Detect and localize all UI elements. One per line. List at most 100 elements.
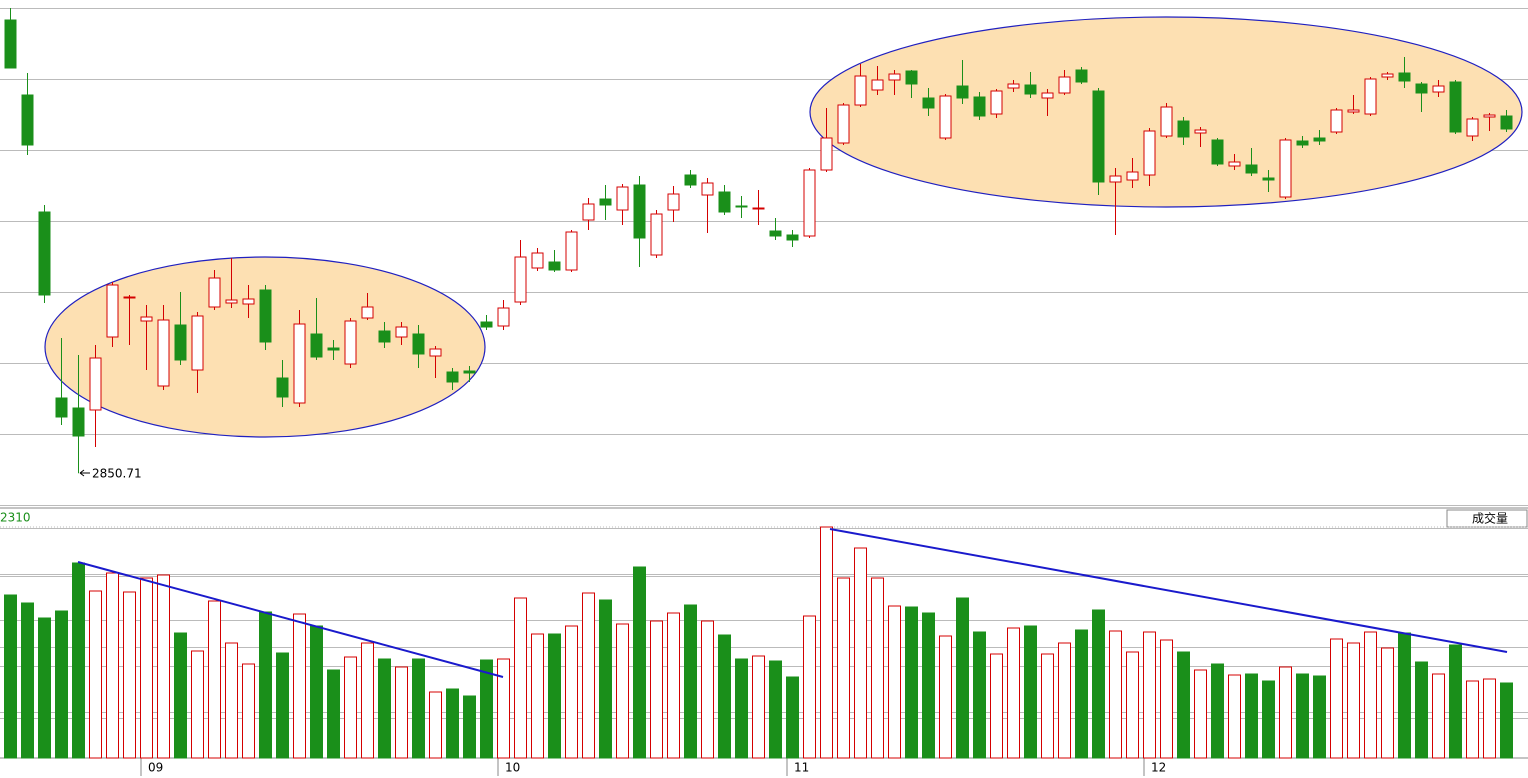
volume-bar [888, 605, 901, 759]
volume-bar [1432, 673, 1445, 759]
volume-bar [837, 577, 850, 759]
volume-bar [1024, 625, 1037, 759]
volume-bar [378, 658, 391, 759]
candle-body [565, 231, 578, 271]
candle-body [1415, 83, 1428, 94]
candle-body [1500, 115, 1513, 130]
volume-bar [514, 597, 527, 759]
candle-body [684, 174, 697, 186]
volume-label: 成交量 [1472, 511, 1508, 526]
candle-body [939, 95, 952, 139]
volume-bar [1500, 682, 1513, 759]
volume-bar [531, 633, 544, 759]
volume-bar [1211, 663, 1224, 759]
candle-body [548, 261, 561, 271]
volume-bar [973, 631, 986, 759]
x-tick-label: 11 [794, 761, 809, 775]
volume-bar [786, 676, 799, 759]
volume-bar [599, 599, 612, 759]
candle-body [616, 186, 629, 211]
volume-bar [565, 625, 578, 759]
volume-bar [701, 620, 714, 759]
candle-body [514, 256, 527, 303]
volume-bar [208, 600, 221, 759]
volume-bar [1398, 632, 1411, 759]
volume-bar [871, 577, 884, 759]
candle-body [225, 299, 238, 304]
candle-body [582, 203, 595, 221]
volume-bar [1228, 674, 1241, 759]
candle-body [1075, 69, 1088, 83]
volume-bar [1126, 651, 1139, 759]
volume-bar [21, 602, 34, 759]
candle-body [1330, 109, 1343, 133]
volume-bar [225, 642, 238, 759]
volume-bar [905, 606, 918, 759]
volume-bar [922, 612, 935, 759]
candle-body [1466, 118, 1479, 137]
volume-bar [1296, 673, 1309, 759]
candle-body [701, 182, 714, 196]
volume-bar [344, 656, 357, 759]
volume-bar [667, 612, 680, 759]
volume-bar [1279, 666, 1292, 759]
candle-body [718, 191, 731, 213]
volume-bar [548, 633, 561, 759]
volume-bar [939, 635, 952, 759]
candle-body [956, 85, 969, 99]
candle-body [276, 377, 289, 398]
candle-body [1194, 129, 1207, 134]
candle-body [395, 326, 408, 338]
candle-body [769, 230, 782, 237]
candle-body [1432, 85, 1445, 93]
volume-bar [650, 620, 663, 759]
candle-body [1177, 120, 1190, 138]
candle-body [1347, 109, 1360, 113]
volume-bar [361, 642, 374, 759]
candle-body [1449, 81, 1462, 133]
candle-body [820, 137, 833, 171]
volume-bar [956, 597, 969, 759]
candle-body [531, 252, 544, 269]
candle-body [55, 397, 68, 418]
volume-bar [38, 617, 51, 759]
volume-bar [616, 623, 629, 759]
volume-bar [412, 658, 425, 759]
volume-bar [140, 577, 153, 759]
candle-body [650, 213, 663, 256]
volume-bar [259, 611, 272, 759]
volume-bar [1143, 631, 1156, 759]
candle-body [1007, 83, 1020, 89]
volume-bar [395, 666, 408, 759]
candle-body [21, 94, 34, 146]
candle-body [854, 75, 867, 106]
volume-bar [1364, 631, 1377, 759]
candle-body [38, 211, 51, 296]
volume-bar [1330, 638, 1343, 759]
candle-body [1126, 171, 1139, 181]
candle-body [752, 207, 765, 210]
y2-tick-label: 2310 [0, 511, 31, 525]
candle-body [1211, 139, 1224, 165]
volume-bar [1160, 639, 1173, 759]
trend-line [829, 528, 1508, 653]
volume-bar [1415, 661, 1428, 759]
candle-body [446, 371, 459, 383]
volume-bar [718, 634, 731, 759]
candle-body [871, 79, 884, 91]
volume-bar [55, 610, 68, 759]
low-annotation: 2850.71 [92, 467, 142, 481]
volume-bar [310, 625, 323, 759]
candle-body [1313, 137, 1326, 142]
volume-bar [497, 658, 510, 759]
volume-bar [1449, 644, 1462, 759]
volume-bar [990, 653, 1003, 759]
volume-bar [1075, 629, 1088, 759]
candle-body [259, 289, 272, 343]
candle-body [1364, 78, 1377, 115]
candle-body [888, 73, 901, 81]
volume-bar [752, 655, 765, 759]
volume-bar [1483, 678, 1496, 759]
volume-bar [1347, 642, 1360, 759]
volume-bar [242, 663, 255, 759]
